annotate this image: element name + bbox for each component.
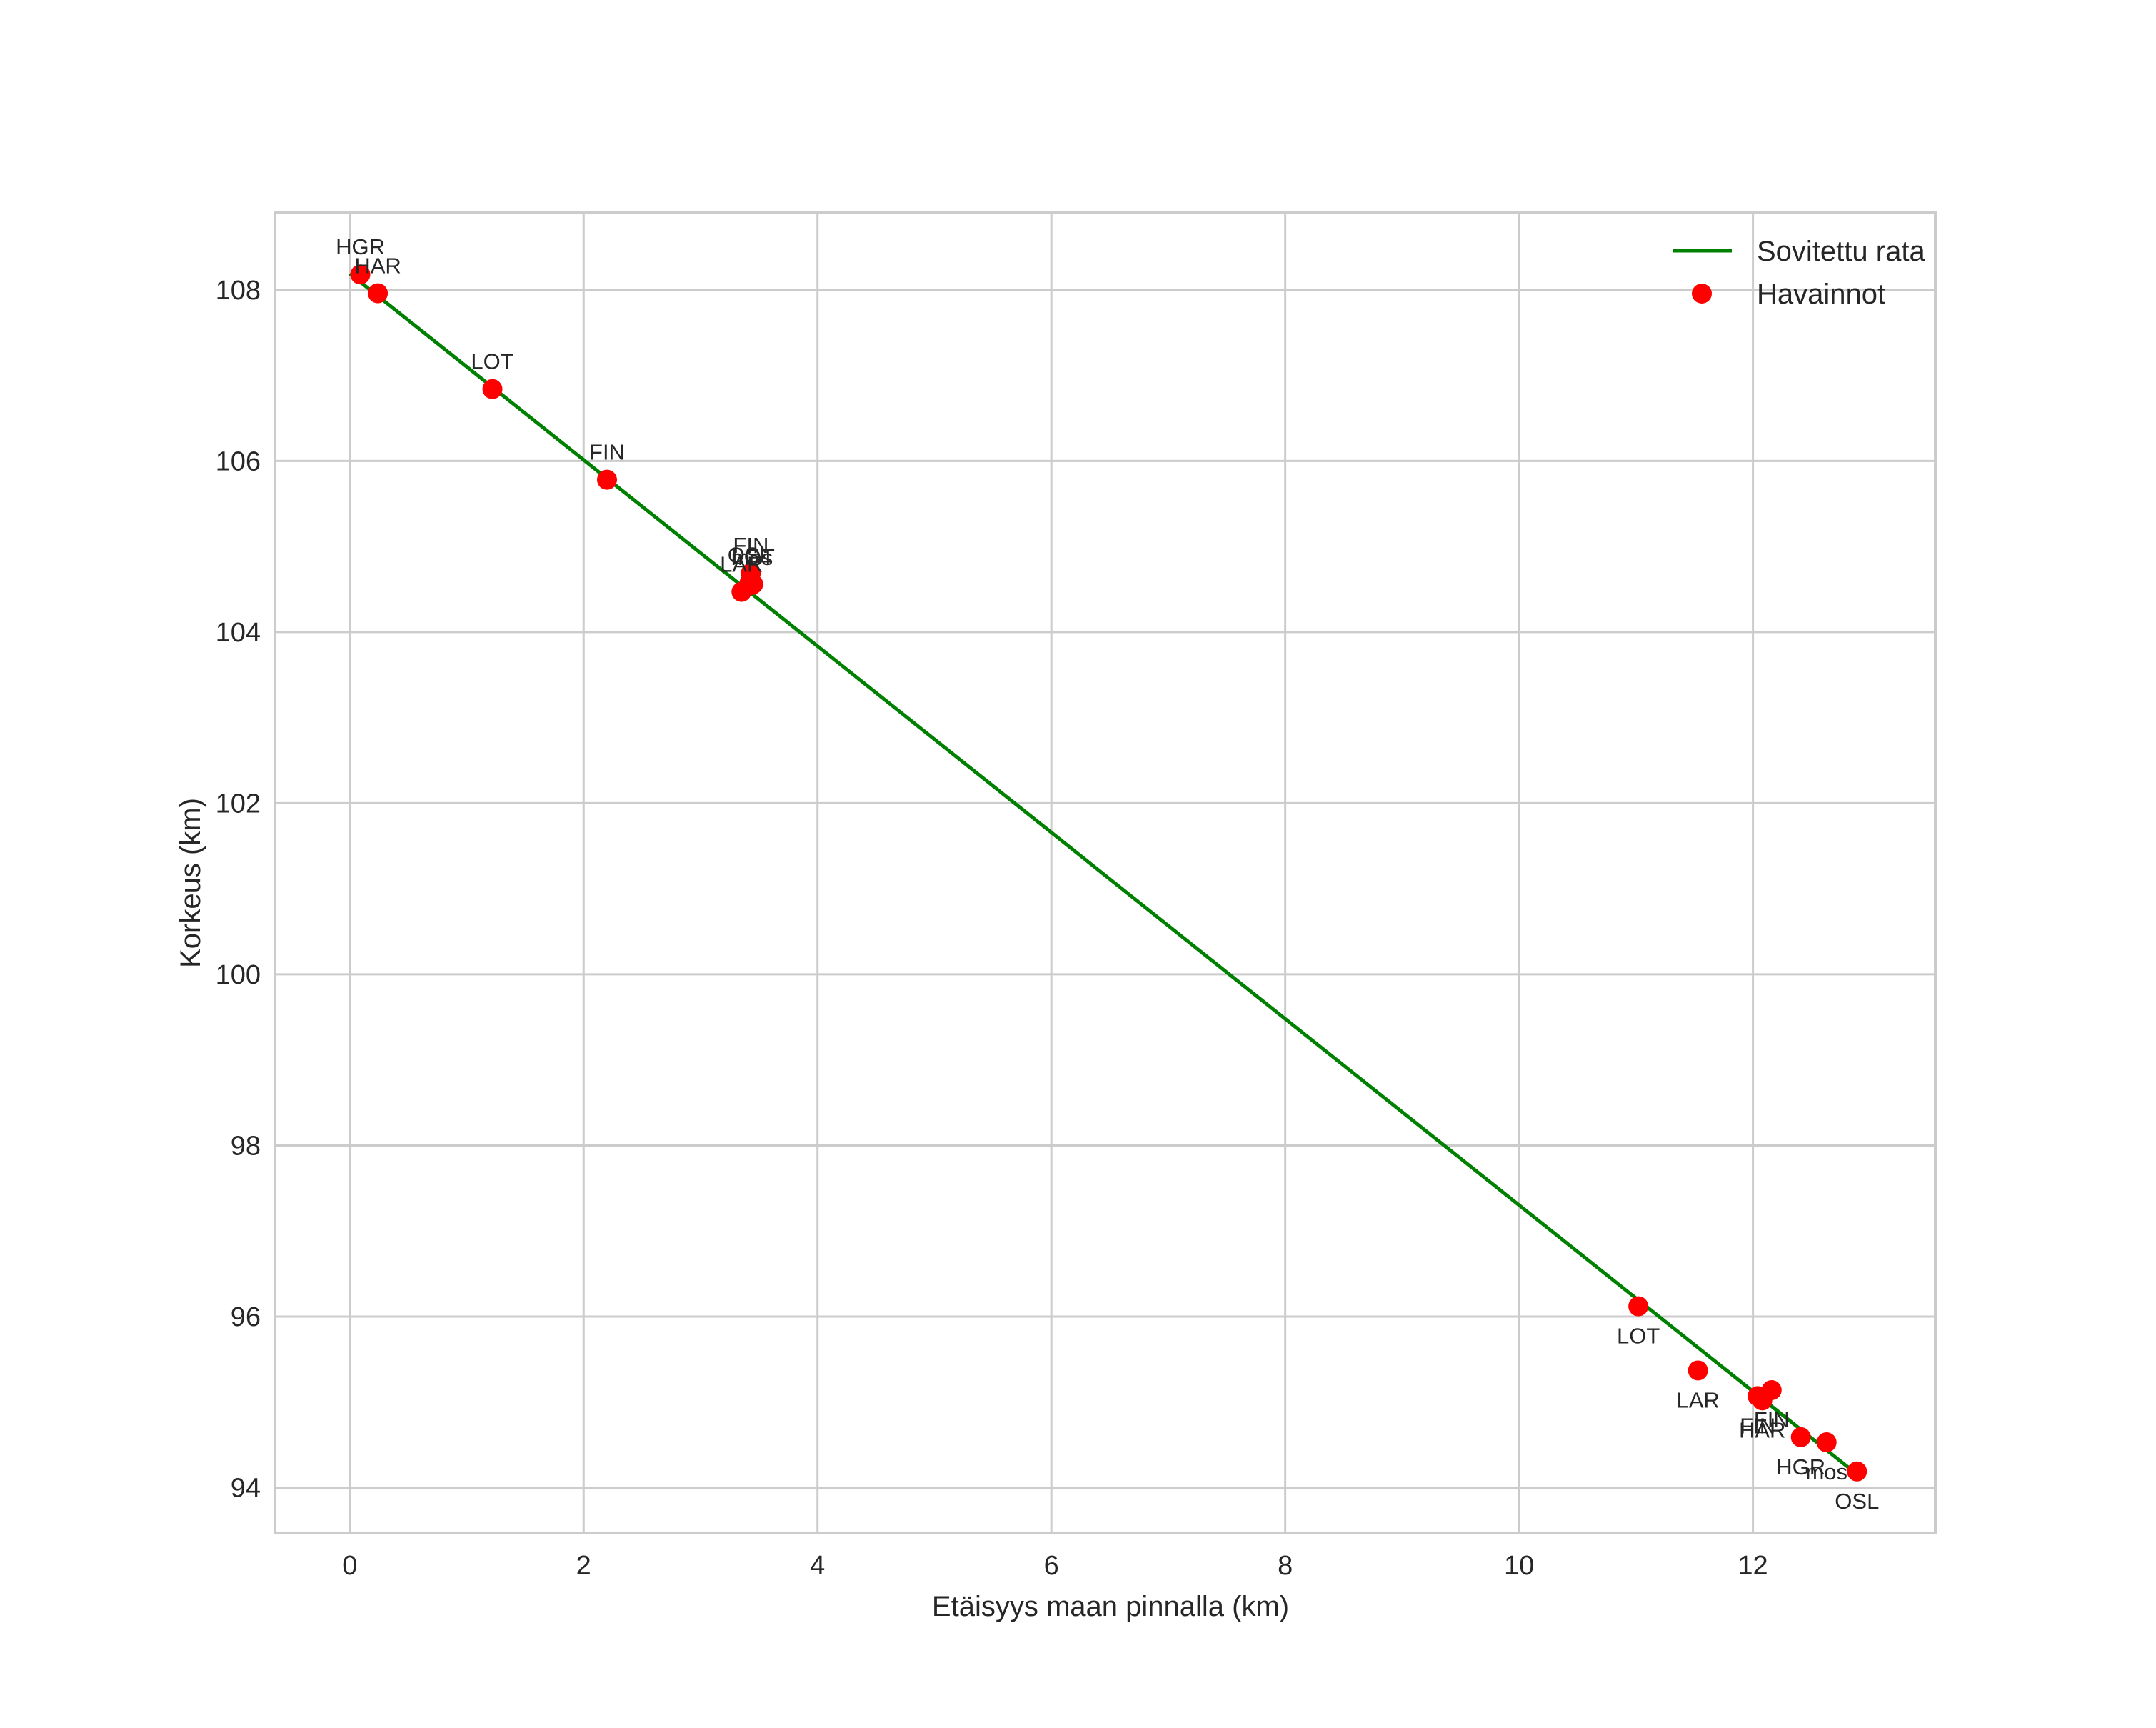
y-tick-label: 106	[216, 446, 261, 476]
observation-point	[1790, 1427, 1811, 1447]
x-tick-label: 8	[1278, 1551, 1293, 1581]
y-tick-label: 96	[231, 1302, 261, 1332]
y-axis-label: Korkeus (km)	[175, 798, 206, 968]
observation-points	[350, 264, 1867, 1482]
point-label: OSL	[728, 542, 772, 567]
observation-point	[1688, 1360, 1708, 1381]
y-axis-ticks: 94 96 98 100 102 104 106 108	[216, 276, 261, 1504]
point-label: FIN	[1740, 1413, 1775, 1438]
x-tick-label: 0	[342, 1551, 357, 1581]
grid-lines	[275, 213, 1935, 1533]
x-tick-label: 4	[810, 1551, 825, 1581]
x-axis-label: Etäisyys maan pinnalla (km)	[932, 1591, 1289, 1622]
point-label: LAR	[720, 552, 763, 577]
plot-area: HGRHARLOTFINFINOSLLOTmosLARLOTLARFINHARF…	[274, 211, 1937, 1534]
y-tick-label: 104	[216, 618, 261, 648]
axes-frame	[274, 211, 1937, 1534]
point-label: HGR	[1776, 1454, 1825, 1479]
point-label: mos	[1805, 1459, 1847, 1484]
point-label: HAR	[1739, 1417, 1785, 1442]
observation-point	[350, 264, 371, 285]
y-tick-label: 108	[216, 276, 261, 306]
point-label: LAR	[1676, 1387, 1719, 1412]
legend-label-fit: Sovitettu rata	[1757, 236, 1925, 267]
point-label: OSL	[1835, 1489, 1879, 1514]
observation-point	[731, 581, 752, 602]
y-tick-label: 94	[231, 1474, 261, 1504]
point-label: HGR	[336, 234, 385, 259]
legend-label-observations: Havainnot	[1757, 279, 1885, 310]
observation-point	[597, 469, 617, 490]
legend-marker-swatch	[1692, 284, 1712, 304]
observation-point	[482, 379, 503, 399]
point-label: FIN	[733, 533, 768, 558]
observation-point	[1628, 1296, 1649, 1317]
point-labels: HGRHARLOTFINFINOSLLOTmosLARLOTLARFINHARF…	[336, 234, 1879, 1514]
point-label: LOT	[1617, 1324, 1660, 1349]
x-tick-label: 2	[576, 1551, 591, 1581]
legend: Sovitettu rata Havainnot	[1673, 236, 1925, 310]
x-axis-ticks: 0 2 4 6 8 10 12	[342, 1551, 1768, 1581]
observation-point	[368, 283, 388, 304]
x-tick-label: 6	[1044, 1551, 1059, 1581]
point-label: FIN	[1754, 1407, 1790, 1432]
point-label: FIN	[589, 440, 625, 465]
x-tick-label: 10	[1504, 1551, 1534, 1581]
observation-point	[1761, 1379, 1782, 1400]
point-label: HAR	[354, 254, 401, 279]
y-tick-label: 100	[216, 960, 261, 990]
point-label: mos	[731, 545, 773, 570]
point-label: LOT	[471, 349, 513, 374]
point-label: LOT	[732, 544, 775, 569]
y-tick-label: 102	[216, 789, 261, 819]
observation-point	[1847, 1461, 1867, 1482]
x-tick-label: 12	[1738, 1551, 1768, 1581]
observation-point	[1816, 1432, 1837, 1453]
y-tick-label: 98	[231, 1131, 261, 1161]
